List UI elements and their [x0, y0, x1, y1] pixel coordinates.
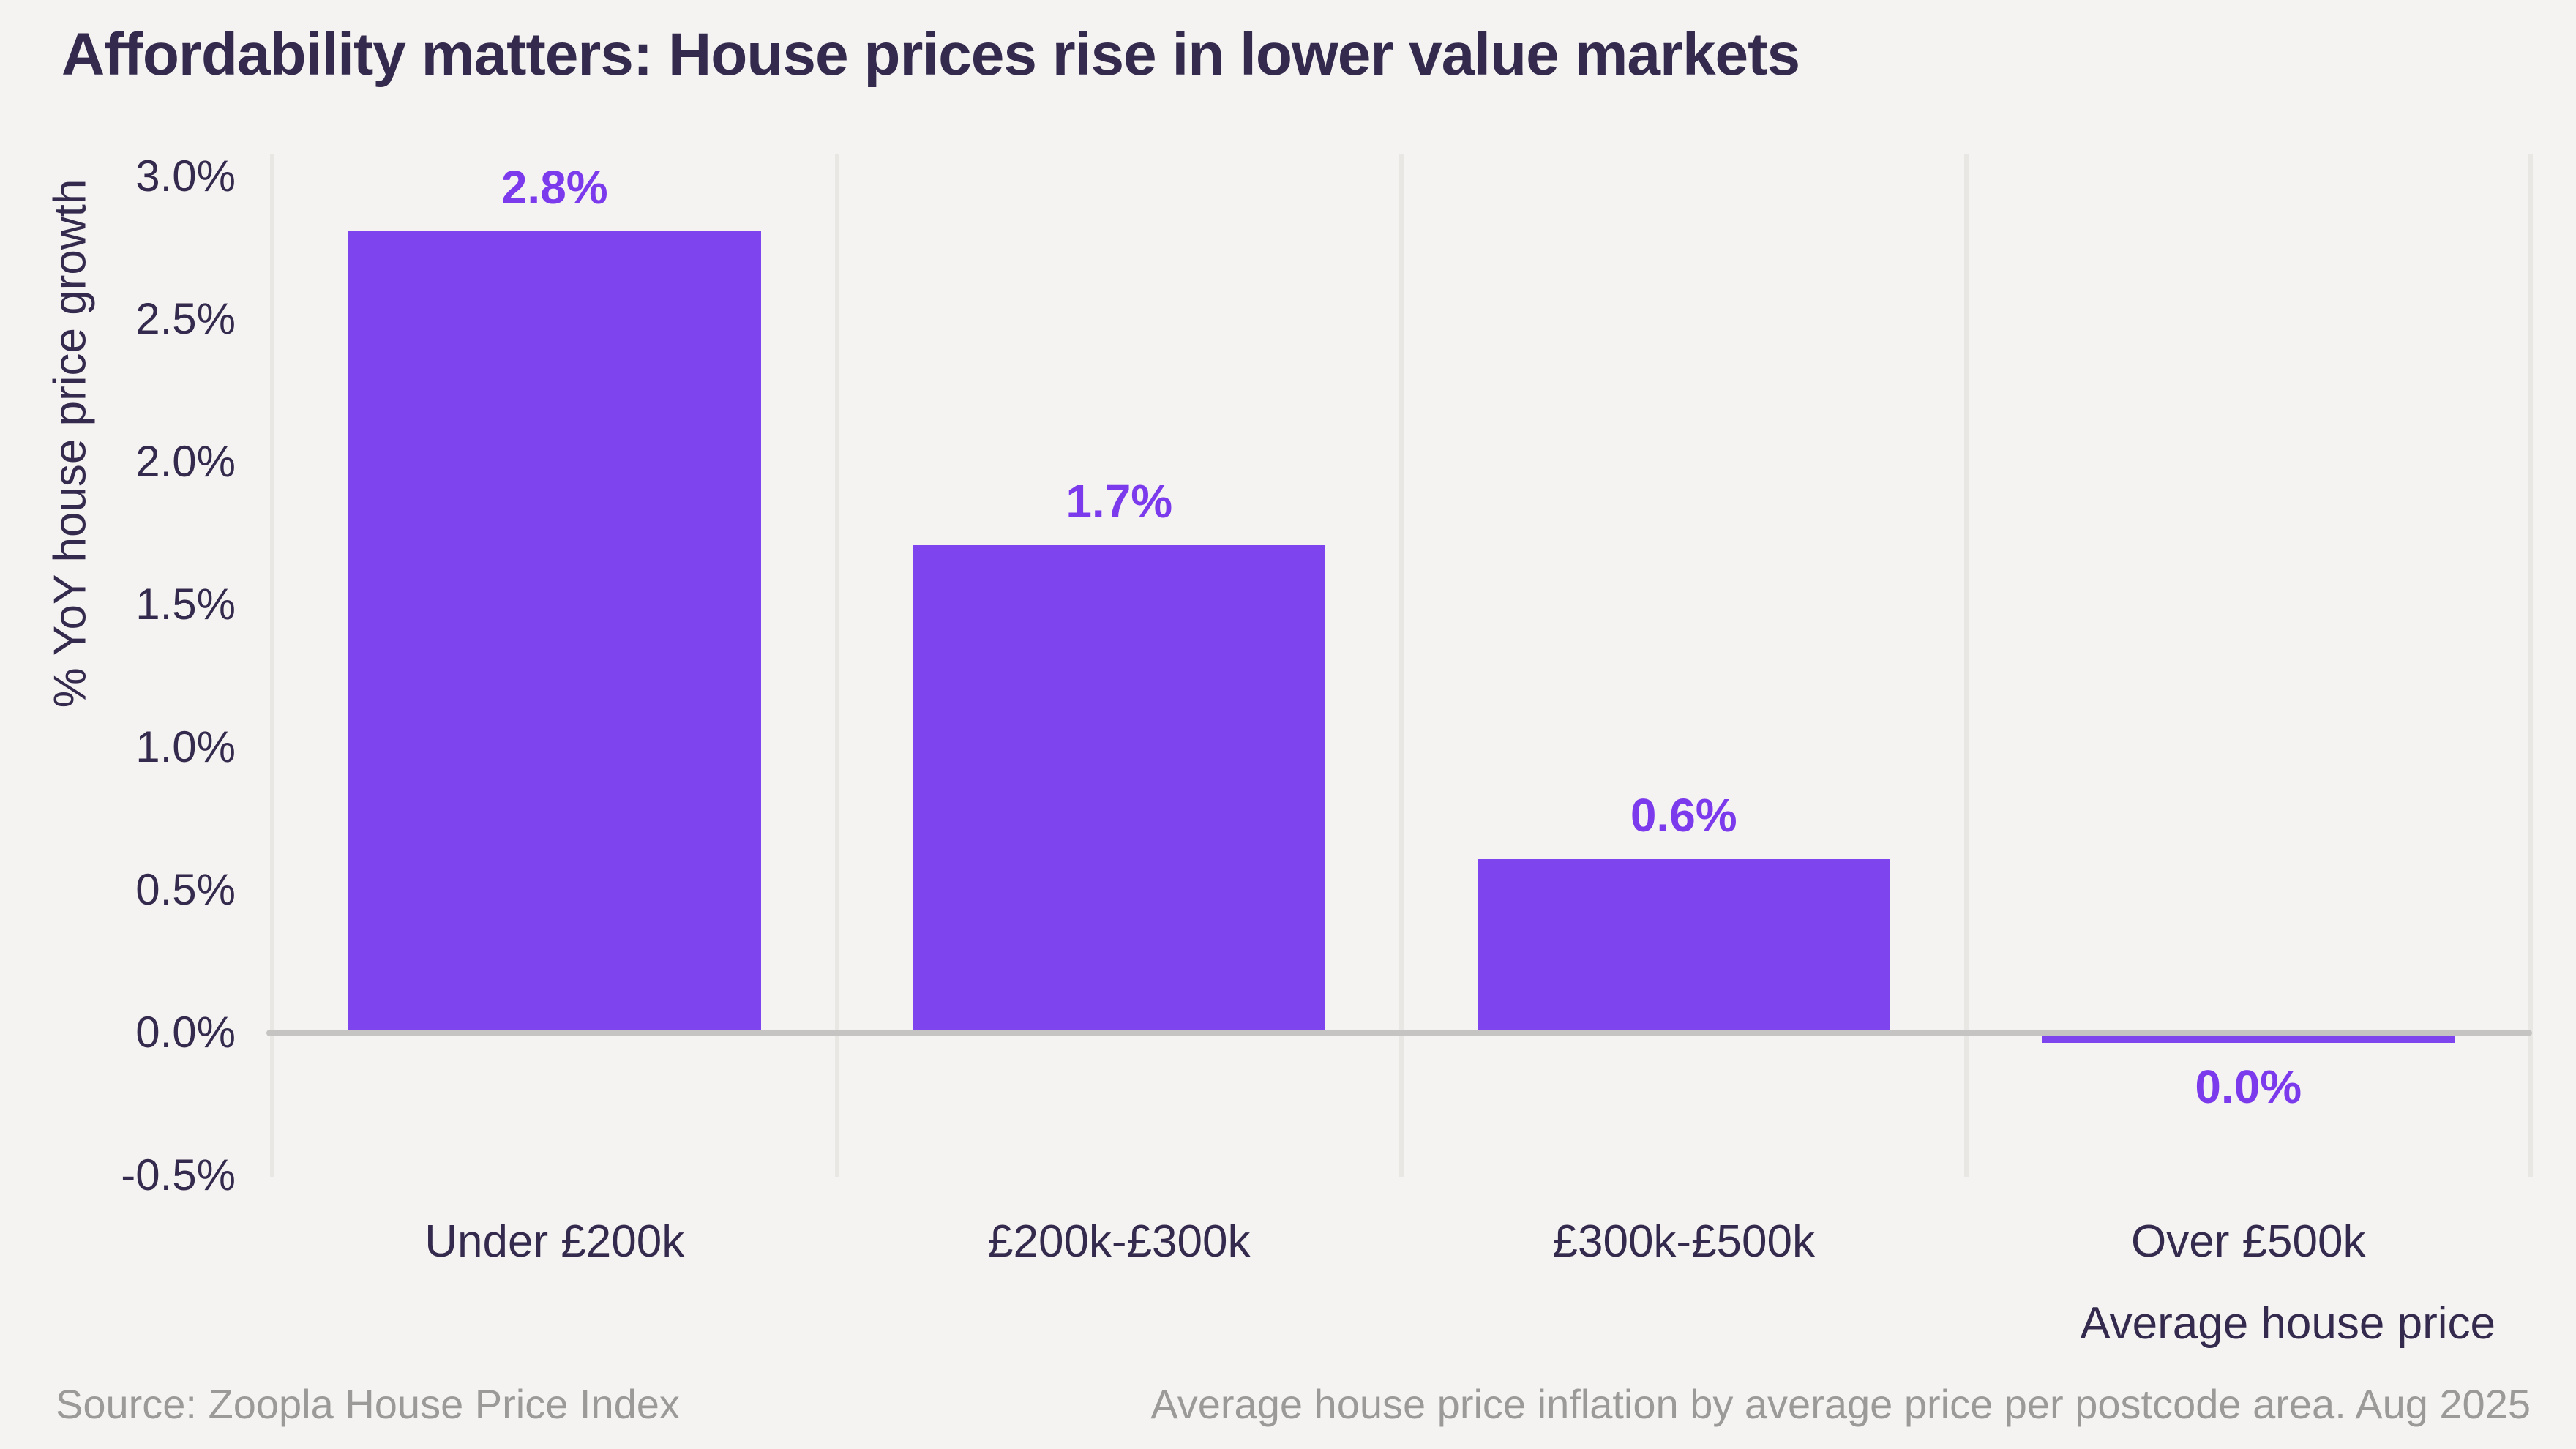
x-axis-title: Average house price [2080, 1298, 2496, 1349]
bar [1477, 859, 1890, 1030]
x-category-label: Over £500k [2130, 1216, 2366, 1267]
y-tick-label: 0.0% [135, 1008, 236, 1057]
bar-value-label: 0.0% [2195, 1060, 2302, 1113]
bar-value-label: 2.8% [501, 161, 608, 214]
x-category-label: £300k-£500k [1552, 1216, 1816, 1267]
y-tick-label: 0.5% [135, 865, 236, 914]
plot-gridline [1399, 154, 1404, 1177]
chart-title: Affordability matters: House prices rise… [61, 21, 1800, 88]
x-category-label: £200k-£300k [988, 1216, 1251, 1267]
bar [913, 545, 1326, 1030]
x-category-label: Under £200k [424, 1216, 685, 1267]
bar [2042, 1036, 2455, 1043]
bar-value-label: 0.6% [1630, 789, 1737, 842]
chart-footnote: Average house price inflation by average… [1150, 1381, 2531, 1427]
y-tick-label: -0.5% [121, 1150, 236, 1199]
y-tick-label: 2.5% [135, 294, 236, 343]
y-tick-label: 3.0% [135, 151, 236, 201]
bar [348, 231, 761, 1030]
bar-value-label: 1.7% [1066, 475, 1173, 528]
zero-axis-line [266, 1030, 2532, 1036]
plot-gridline [270, 154, 274, 1177]
plot-gridline [1963, 154, 1969, 1177]
plot-gridline [834, 154, 839, 1177]
y-tick-label: 1.5% [135, 580, 236, 629]
y-tick-label: 1.0% [135, 722, 236, 771]
plot-gridline [2528, 154, 2533, 1177]
source-note: Source: Zoopla House Price Index [56, 1381, 680, 1427]
y-tick-label: 2.0% [135, 437, 236, 486]
